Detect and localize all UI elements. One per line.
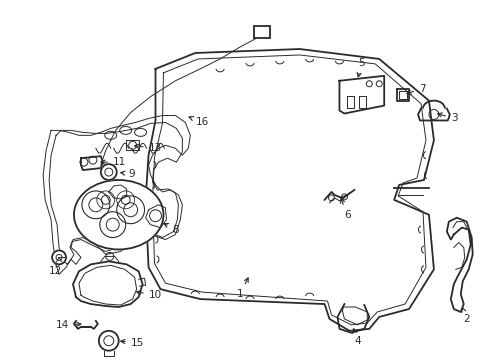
Ellipse shape	[74, 180, 163, 249]
Text: 12: 12	[49, 261, 62, 276]
Text: 2: 2	[461, 308, 469, 324]
Text: 3: 3	[437, 113, 456, 123]
Text: 16: 16	[189, 117, 209, 127]
Text: 8: 8	[163, 224, 179, 235]
Text: 15: 15	[121, 338, 143, 348]
Text: 6: 6	[340, 199, 350, 220]
Circle shape	[99, 331, 119, 351]
Text: 11: 11	[101, 157, 126, 167]
Text: 1: 1	[236, 278, 248, 299]
Circle shape	[101, 164, 117, 180]
Text: 4: 4	[352, 329, 360, 346]
Text: 9: 9	[121, 169, 135, 179]
Circle shape	[52, 251, 66, 264]
Text: 10: 10	[136, 290, 162, 300]
Text: 5: 5	[356, 58, 364, 77]
Text: 13: 13	[134, 143, 162, 153]
Text: 7: 7	[406, 84, 425, 94]
Text: 14: 14	[56, 320, 81, 330]
Bar	[253, 26, 269, 38]
